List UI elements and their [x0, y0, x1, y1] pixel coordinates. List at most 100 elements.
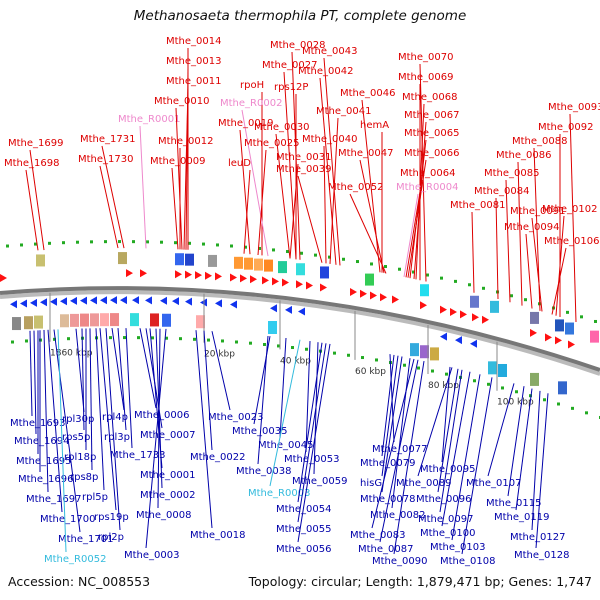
gene-label-bottom[interactable]: Mthe_0128	[514, 550, 570, 561]
gene-label-top[interactable]: Mthe_0066	[404, 148, 460, 159]
gene-label-bottom[interactable]: Mthe_0107	[466, 478, 522, 489]
gene-label-top[interactable]: Mthe_0092	[538, 122, 594, 133]
gene-label-bottom[interactable]: rps5p	[62, 432, 90, 443]
gene-label-top[interactable]: Mthe_0040	[302, 134, 358, 145]
gene-label-bottom[interactable]: Mthe_0100	[420, 528, 476, 539]
gene-label-top[interactable]: Mthe_0084	[474, 186, 530, 197]
gene-label-top[interactable]: Mthe_0047	[338, 148, 394, 159]
gene-label-bottom[interactable]: Mthe_0119	[494, 512, 550, 523]
gene-label-bottom[interactable]: Mthe_1733	[110, 450, 166, 461]
gene-label-top[interactable]: Mthe_0081	[450, 200, 506, 211]
gene-label-bottom[interactable]: rps19p	[94, 512, 129, 523]
gene-label-top[interactable]: Mthe_0106	[544, 236, 600, 247]
gene-label-bottom[interactable]: Mthe_0001	[140, 470, 196, 481]
gene-label-top[interactable]: Mthe_0094	[504, 222, 560, 233]
gene-label-top[interactable]: Mthe_0046	[340, 88, 396, 99]
gene-label-top[interactable]: Mthe_0041	[316, 106, 372, 117]
gene-label-bottom[interactable]: Mthe_0059	[292, 476, 348, 487]
gene-label-bottom[interactable]: Mthe_0018	[190, 530, 246, 541]
gene-label-bottom[interactable]: Mthe_R0052	[44, 554, 106, 565]
gene-label-bottom[interactable]: Mthe_1695	[16, 456, 72, 467]
gene-label-bottom[interactable]: Mthe_0022	[190, 452, 246, 463]
gene-label-bottom[interactable]: Mthe_R0003	[248, 488, 310, 499]
gene-label-bottom[interactable]: Mthe_0023	[208, 412, 264, 423]
gene-label-bottom[interactable]: Mthe_1697	[26, 494, 82, 505]
gene-label-bottom[interactable]: Mthe_0090	[372, 556, 428, 567]
gene-label-top[interactable]: Mthe_0068	[402, 92, 458, 103]
gene-label-top[interactable]: Mthe_0052	[328, 182, 384, 193]
gene-label-bottom[interactable]: Mthe_0035	[232, 426, 288, 437]
gene-label-top[interactable]: Mthe_0030	[254, 122, 310, 133]
gene-label-bottom[interactable]: Mthe_0045	[258, 440, 314, 451]
gene-label-top[interactable]: leuD	[228, 158, 251, 169]
gene-label-top[interactable]: Mthe_0042	[298, 66, 354, 77]
gene-label-top[interactable]: rps12P	[274, 82, 308, 93]
gene-label-bottom[interactable]: Mthe_1700	[40, 514, 96, 525]
gene-label-top[interactable]: Mthe_R0001	[118, 114, 180, 125]
gene-label-bottom[interactable]: Mthe_0108	[440, 556, 496, 567]
gene-label-bottom[interactable]: Mthe_0082	[370, 510, 426, 521]
gene-label-top[interactable]: Mthe_0027	[262, 60, 318, 71]
gene-label-top[interactable]: Mthe_0019	[218, 118, 274, 129]
gene-label-bottom[interactable]: rpl2p	[98, 532, 124, 543]
gene-label-bottom[interactable]: Mthe_1701	[58, 534, 114, 545]
gene-label-top[interactable]: Mthe_0069	[398, 72, 454, 83]
gene-label-bottom[interactable]: Mthe_0103	[430, 542, 486, 553]
gene-label-top[interactable]: Mthe_0070	[398, 52, 454, 63]
gene-label-bottom[interactable]: rpl18p	[64, 452, 96, 463]
gene-label-top[interactable]: Mthe_0039	[276, 164, 332, 175]
gene-label-top[interactable]: Mthe_0009	[150, 156, 206, 167]
gene-label-bottom[interactable]: rpl3p	[104, 432, 130, 443]
gene-label-top[interactable]: Mthe_0088	[512, 136, 568, 147]
gene-label-bottom[interactable]: Mthe_0038	[236, 466, 292, 477]
gene-label-bottom[interactable]: Mthe_0056	[276, 544, 332, 555]
gene-label-top[interactable]: Mthe_0043	[302, 46, 358, 57]
gene-label-top[interactable]: Mthe_1699	[8, 138, 64, 149]
gene-label-top[interactable]: rpoH	[240, 80, 264, 91]
gene-label-bottom[interactable]: rps8p	[70, 472, 98, 483]
gene-label-top[interactable]: Mthe_0065	[404, 128, 460, 139]
gene-label-top[interactable]: Mthe_1698	[4, 158, 60, 169]
gene-label-top[interactable]: Mthe_1731	[80, 134, 136, 145]
gene-label-top[interactable]: Mthe_0085	[484, 168, 540, 179]
gene-label-bottom[interactable]: Mthe_0097	[418, 514, 474, 525]
gene-label-bottom[interactable]: Mthe_0115	[486, 498, 542, 509]
gene-label-bottom[interactable]: Mthe_1696	[18, 474, 74, 485]
gene-label-bottom[interactable]: rpl30p	[62, 414, 94, 425]
gene-label-bottom[interactable]: rpl5p	[82, 492, 108, 503]
gene-label-bottom[interactable]: hisG	[360, 478, 382, 489]
gene-label-bottom[interactable]: Mthe_0095	[420, 464, 476, 475]
gene-label-bottom[interactable]: Mthe_0008	[136, 510, 192, 521]
gene-label-top[interactable]: Mthe_0086	[496, 150, 552, 161]
gene-label-top[interactable]: Mthe_0025	[244, 138, 300, 149]
gene-label-bottom[interactable]: Mthe_0007	[140, 430, 196, 441]
gene-label-top[interactable]: Mthe_0091	[510, 206, 566, 217]
gene-label-top[interactable]: Mthe_0014	[166, 36, 222, 47]
gene-label-top[interactable]: Mthe_0028	[270, 40, 326, 51]
gene-label-bottom[interactable]: Mthe_0055	[276, 524, 332, 535]
gene-label-bottom[interactable]: Mthe_0127	[510, 532, 566, 543]
gene-label-bottom[interactable]: Mthe_1694	[14, 436, 70, 447]
gene-label-top[interactable]: Mthe_0093	[548, 102, 600, 113]
gene-label-bottom[interactable]: Mthe_0078	[360, 494, 416, 505]
gene-label-top[interactable]: hemA	[360, 120, 389, 131]
gene-label-bottom[interactable]: Mthe_0096	[416, 494, 472, 505]
gene-label-top[interactable]: Mthe_0013	[166, 56, 222, 67]
gene-label-bottom[interactable]: Mthe_0083	[350, 530, 406, 541]
gene-label-bottom[interactable]: Mthe_0002	[140, 490, 196, 501]
gene-label-top[interactable]: Mthe_0064	[400, 168, 456, 179]
gene-label-bottom[interactable]: Mthe_0006	[134, 410, 190, 421]
gene-label-top[interactable]: Mthe_0012	[158, 136, 214, 147]
gene-label-top[interactable]: Mthe_0010	[154, 96, 210, 107]
gene-label-top[interactable]: Mthe_R0004	[396, 182, 458, 193]
gene-label-top[interactable]: Mthe_R0002	[220, 98, 282, 109]
gene-label-top[interactable]: Mthe_0102	[542, 204, 598, 215]
gene-label-top[interactable]: Mthe_0031	[276, 152, 332, 163]
gene-label-top[interactable]: Mthe_0067	[404, 110, 460, 121]
gene-label-bottom[interactable]: Mthe_0087	[358, 544, 414, 555]
gene-label-bottom[interactable]: Mthe_0089	[396, 478, 452, 489]
gene-label-bottom[interactable]: rpl4p	[102, 412, 128, 423]
gene-label-bottom[interactable]: Mthe_0003	[124, 550, 180, 561]
gene-label-top[interactable]: Mthe_0011	[166, 76, 222, 87]
gene-label-top[interactable]: Mthe_1730	[78, 154, 134, 165]
